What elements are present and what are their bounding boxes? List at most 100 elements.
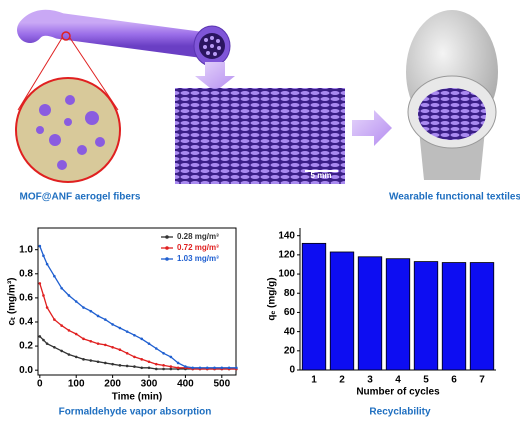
- point: [198, 366, 202, 370]
- point: [82, 306, 85, 309]
- point: [140, 337, 144, 341]
- y-tick-label: 60: [284, 307, 296, 318]
- point: [154, 347, 158, 350]
- series-line: [39, 245, 237, 369]
- point: [74, 300, 78, 303]
- x-tick-label: 3: [367, 375, 373, 386]
- point: [60, 349, 63, 353]
- arrow-down: [195, 62, 235, 92]
- x-tick-label: 4: [395, 375, 401, 386]
- point: [111, 323, 114, 326]
- point: [89, 359, 93, 362]
- point: [162, 364, 165, 367]
- y-tick-label: 0.4: [19, 317, 33, 328]
- bar: [357, 256, 383, 371]
- x-tick-label: 0: [37, 379, 43, 390]
- point: [154, 362, 158, 366]
- caption: Wearable functional textiles: [389, 192, 520, 203]
- bar: [413, 261, 439, 371]
- legend-label: 0.72 mg/m³: [177, 243, 219, 252]
- point: [184, 365, 187, 368]
- legend-label: 0.28 mg/m³: [177, 232, 219, 241]
- legend-marker: [165, 246, 169, 250]
- point: [42, 294, 45, 297]
- point: [53, 274, 56, 278]
- point: [67, 353, 71, 356]
- point: [235, 366, 238, 370]
- point: [67, 294, 71, 297]
- point: [89, 339, 93, 343]
- arrow-right: [352, 110, 392, 146]
- x-tick-label: 7: [479, 375, 485, 386]
- y-tick-label: 20: [284, 345, 296, 356]
- point: [169, 355, 173, 359]
- caption: MOF@ANF aerogel fibers: [20, 192, 141, 203]
- x-tick-label: 2: [339, 375, 345, 386]
- y-tick-label: 0.8: [19, 268, 33, 279]
- y-tick-label: 120: [278, 250, 295, 261]
- bar: [441, 262, 467, 371]
- point: [147, 366, 151, 370]
- point: [133, 365, 136, 368]
- point: [104, 318, 107, 321]
- point: [213, 366, 216, 370]
- point: [82, 337, 85, 341]
- point: [227, 366, 231, 370]
- x-axis-title: Time (min): [112, 392, 162, 403]
- point: [38, 244, 42, 248]
- point: [162, 367, 165, 371]
- point: [45, 306, 49, 309]
- caption: Recyclability: [369, 407, 431, 418]
- point: [82, 358, 85, 361]
- head-illustration: [406, 10, 498, 180]
- plot-frame: [37, 227, 237, 376]
- point: [96, 342, 100, 345]
- point: [38, 282, 42, 285]
- legend-marker: [165, 235, 169, 239]
- x-tick-label: 5: [423, 375, 429, 386]
- point: [133, 333, 136, 337]
- point: [169, 367, 173, 371]
- textile-image: [175, 88, 345, 184]
- legend-marker: [165, 257, 169, 261]
- point: [89, 309, 93, 313]
- point: [147, 360, 151, 364]
- point: [104, 343, 107, 347]
- point: [133, 355, 136, 359]
- caption: Formaldehyde vapor absorption: [59, 407, 212, 418]
- point: [53, 318, 56, 321]
- x-tick-label: 400: [177, 379, 194, 390]
- point: [42, 338, 45, 342]
- point: [38, 335, 42, 338]
- point: [140, 358, 144, 361]
- y-axis-title: cₜ (mg/m³): [7, 278, 18, 326]
- point: [154, 367, 158, 371]
- bar: [301, 242, 327, 371]
- point: [42, 254, 45, 258]
- point: [53, 345, 56, 349]
- point: [125, 330, 129, 333]
- point: [67, 329, 71, 332]
- bar: [385, 258, 411, 371]
- point: [162, 352, 165, 355]
- y-tick-label: 80: [284, 288, 296, 299]
- point: [45, 342, 49, 345]
- y-tick-label: 140: [278, 230, 295, 241]
- y-tick-label: 1.0: [19, 244, 33, 255]
- x-tick-label: 300: [141, 379, 158, 390]
- point: [191, 366, 194, 370]
- y-tick-label: 100: [278, 269, 295, 280]
- point: [104, 361, 107, 365]
- legend-label: 1.03 mg/m³: [177, 254, 219, 263]
- y-tick-label: 0.2: [19, 341, 33, 352]
- point: [118, 326, 122, 330]
- point: [140, 366, 144, 370]
- point: [176, 361, 180, 365]
- point: [118, 348, 122, 351]
- point: [96, 360, 100, 364]
- point: [111, 362, 114, 366]
- fiber-illustration: [15, 9, 231, 183]
- point: [125, 352, 129, 355]
- y-tick-label: 0.0: [19, 365, 33, 376]
